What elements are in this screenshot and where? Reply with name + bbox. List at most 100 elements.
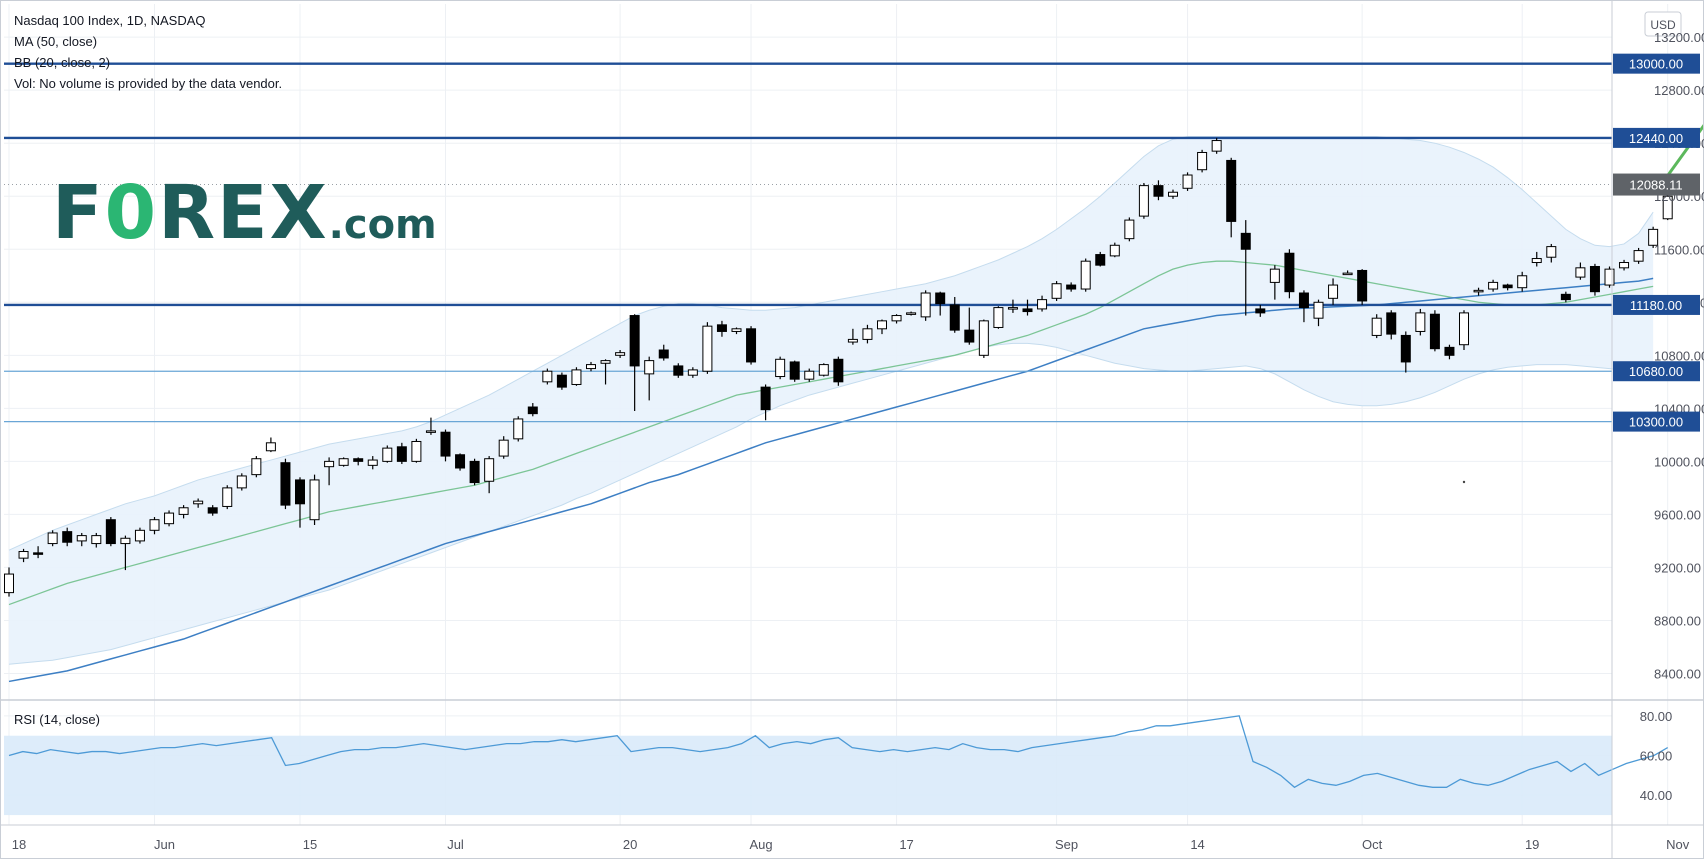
candle-body[interactable] bbox=[746, 328, 757, 363]
candle-body[interactable] bbox=[1240, 232, 1251, 250]
candle-body[interactable] bbox=[33, 552, 44, 555]
candle-body[interactable] bbox=[615, 352, 626, 356]
candle-body[interactable] bbox=[527, 406, 538, 415]
legend-bb[interactable]: BB (20, close, 2) bbox=[14, 55, 111, 70]
candle-body[interactable] bbox=[1007, 307, 1018, 310]
candle-body[interactable] bbox=[1386, 312, 1397, 335]
candle-body[interactable] bbox=[498, 439, 509, 457]
candle-body[interactable] bbox=[47, 532, 58, 545]
candle-body[interactable] bbox=[789, 361, 800, 380]
candle-body[interactable] bbox=[586, 364, 596, 370]
candle-body[interactable] bbox=[324, 460, 335, 468]
candle-body[interactable] bbox=[1473, 289, 1484, 293]
candle-body[interactable] bbox=[935, 292, 946, 305]
candle-body[interactable] bbox=[425, 430, 436, 433]
candle-body[interactable] bbox=[1444, 346, 1455, 356]
candle-body[interactable] bbox=[18, 551, 29, 559]
candle-body[interactable] bbox=[1560, 293, 1571, 301]
candle-body[interactable] bbox=[455, 454, 466, 469]
candle-body[interactable] bbox=[411, 440, 422, 462]
candle-body[interactable] bbox=[1415, 312, 1426, 332]
legend-ma[interactable]: MA (50, close) bbox=[14, 34, 98, 49]
candle-body[interactable] bbox=[1095, 254, 1106, 266]
candle-body[interactable] bbox=[1022, 308, 1033, 313]
candle-body[interactable] bbox=[367, 459, 378, 466]
level-label-box[interactable] bbox=[1613, 294, 1700, 315]
last-price-box[interactable] bbox=[1613, 173, 1700, 196]
candle-body[interactable] bbox=[62, 531, 73, 543]
candle-body[interactable] bbox=[4, 573, 14, 594]
candle-body[interactable] bbox=[309, 479, 320, 521]
candle-body[interactable] bbox=[847, 338, 858, 343]
candle-body[interactable] bbox=[164, 512, 175, 525]
candle-body[interactable] bbox=[716, 324, 727, 332]
candle-body[interactable] bbox=[280, 462, 291, 506]
candle-body[interactable] bbox=[1502, 284, 1513, 289]
candle-body[interactable] bbox=[877, 320, 887, 330]
candle-body[interactable] bbox=[1459, 312, 1469, 346]
rsi-line[interactable] bbox=[8, 715, 1669, 789]
legend-symbol[interactable]: Nasdaq 100 Index, 1D, NASDAQ bbox=[14, 13, 206, 28]
level-label-box[interactable] bbox=[1613, 53, 1700, 74]
bollinger-basis-line[interactable] bbox=[8, 260, 1654, 606]
candle-body[interactable] bbox=[964, 329, 975, 343]
candle-body[interactable] bbox=[1138, 185, 1149, 217]
candle-body[interactable] bbox=[1342, 272, 1353, 276]
candle-body[interactable] bbox=[1051, 283, 1062, 299]
candle-body[interactable] bbox=[513, 418, 524, 440]
candle-body[interactable] bbox=[91, 535, 102, 545]
candle-body[interactable] bbox=[1589, 265, 1600, 293]
candle-body[interactable] bbox=[1066, 284, 1077, 290]
candle-body[interactable] bbox=[353, 458, 364, 462]
candle-body[interactable] bbox=[1080, 260, 1091, 290]
candle-body[interactable] bbox=[862, 328, 873, 340]
candle-body[interactable] bbox=[1604, 268, 1615, 286]
candle-body[interactable] bbox=[1328, 284, 1339, 299]
candle-body[interactable] bbox=[1168, 191, 1178, 197]
candle-body[interactable] bbox=[818, 364, 829, 376]
candle-body[interactable] bbox=[556, 374, 567, 388]
candle-body[interactable] bbox=[906, 312, 917, 315]
candle-body[interactable] bbox=[644, 360, 655, 375]
candle-body[interactable] bbox=[236, 475, 247, 489]
rsi-legend[interactable]: RSI (14, close) bbox=[14, 712, 100, 727]
candle-body[interactable] bbox=[891, 315, 902, 322]
candle-body[interactable] bbox=[1517, 275, 1528, 289]
candle-body[interactable] bbox=[1153, 185, 1164, 197]
candle-body[interactable] bbox=[469, 460, 480, 484]
candle-body[interactable] bbox=[920, 292, 931, 318]
candle-body[interactable] bbox=[149, 519, 160, 531]
candle-body[interactable] bbox=[105, 519, 116, 545]
candle-body[interactable] bbox=[1546, 246, 1557, 258]
candle-body[interactable] bbox=[1662, 195, 1673, 220]
candle-body[interactable] bbox=[1400, 334, 1411, 363]
candle-body[interactable] bbox=[804, 370, 815, 380]
candle-body[interactable] bbox=[571, 369, 582, 385]
candle-body[interactable] bbox=[1182, 174, 1193, 189]
candle-body[interactable] bbox=[658, 349, 669, 359]
candle-body[interactable] bbox=[222, 487, 233, 507]
candle-body[interactable] bbox=[76, 535, 87, 542]
candle-body[interactable] bbox=[673, 365, 684, 376]
candle-body[interactable] bbox=[295, 479, 305, 505]
candle-body[interactable] bbox=[178, 507, 189, 515]
candle-body[interactable] bbox=[207, 507, 218, 514]
candle-body[interactable] bbox=[251, 458, 262, 476]
candle-body[interactable] bbox=[1284, 252, 1295, 293]
level-label-box[interactable] bbox=[1613, 361, 1700, 382]
currency-box[interactable] bbox=[1644, 11, 1682, 37]
candle-body[interactable] bbox=[760, 386, 771, 411]
candle-body[interactable] bbox=[1298, 292, 1309, 309]
candle-body[interactable] bbox=[978, 320, 989, 356]
candle-body[interactable] bbox=[396, 446, 407, 462]
candle-body[interactable] bbox=[440, 431, 451, 457]
candle-body[interactable] bbox=[1531, 258, 1542, 264]
candle-body[interactable] bbox=[484, 458, 495, 482]
candle-body[interactable] bbox=[1124, 219, 1135, 240]
candle-body[interactable] bbox=[1633, 250, 1644, 262]
candle-body[interactable] bbox=[731, 328, 742, 332]
candle-body[interactable] bbox=[1037, 299, 1048, 310]
candle-body[interactable] bbox=[629, 315, 640, 367]
candle-body[interactable] bbox=[1313, 301, 1324, 319]
